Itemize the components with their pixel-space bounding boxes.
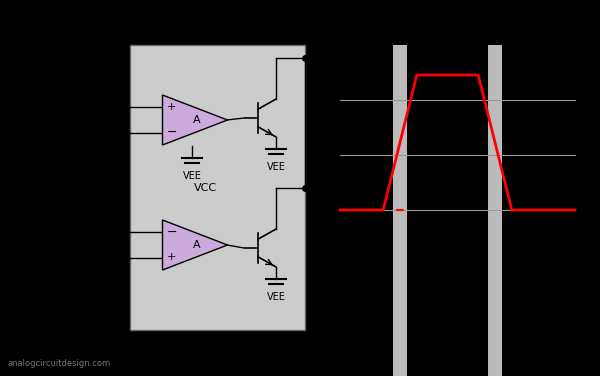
Text: analogcircuitdesign.com: analogcircuitdesign.com	[8, 359, 111, 368]
Text: −: −	[166, 226, 177, 239]
Bar	[393, 45, 407, 376]
Bar	[130, 45, 305, 330]
Text: −: −	[166, 126, 177, 139]
Text: VEE: VEE	[182, 171, 202, 181]
Text: VEE: VEE	[266, 162, 286, 172]
Text: f/2: f/2	[112, 183, 125, 193]
Polygon shape	[163, 220, 227, 270]
Polygon shape	[163, 95, 227, 145]
Text: VEE: VEE	[266, 292, 286, 302]
Bar	[488, 45, 502, 376]
Text: VCC: VCC	[193, 183, 217, 193]
Text: A: A	[193, 240, 201, 250]
Text: A: A	[193, 115, 201, 125]
Text: +: +	[167, 253, 176, 262]
Text: +: +	[167, 103, 176, 112]
